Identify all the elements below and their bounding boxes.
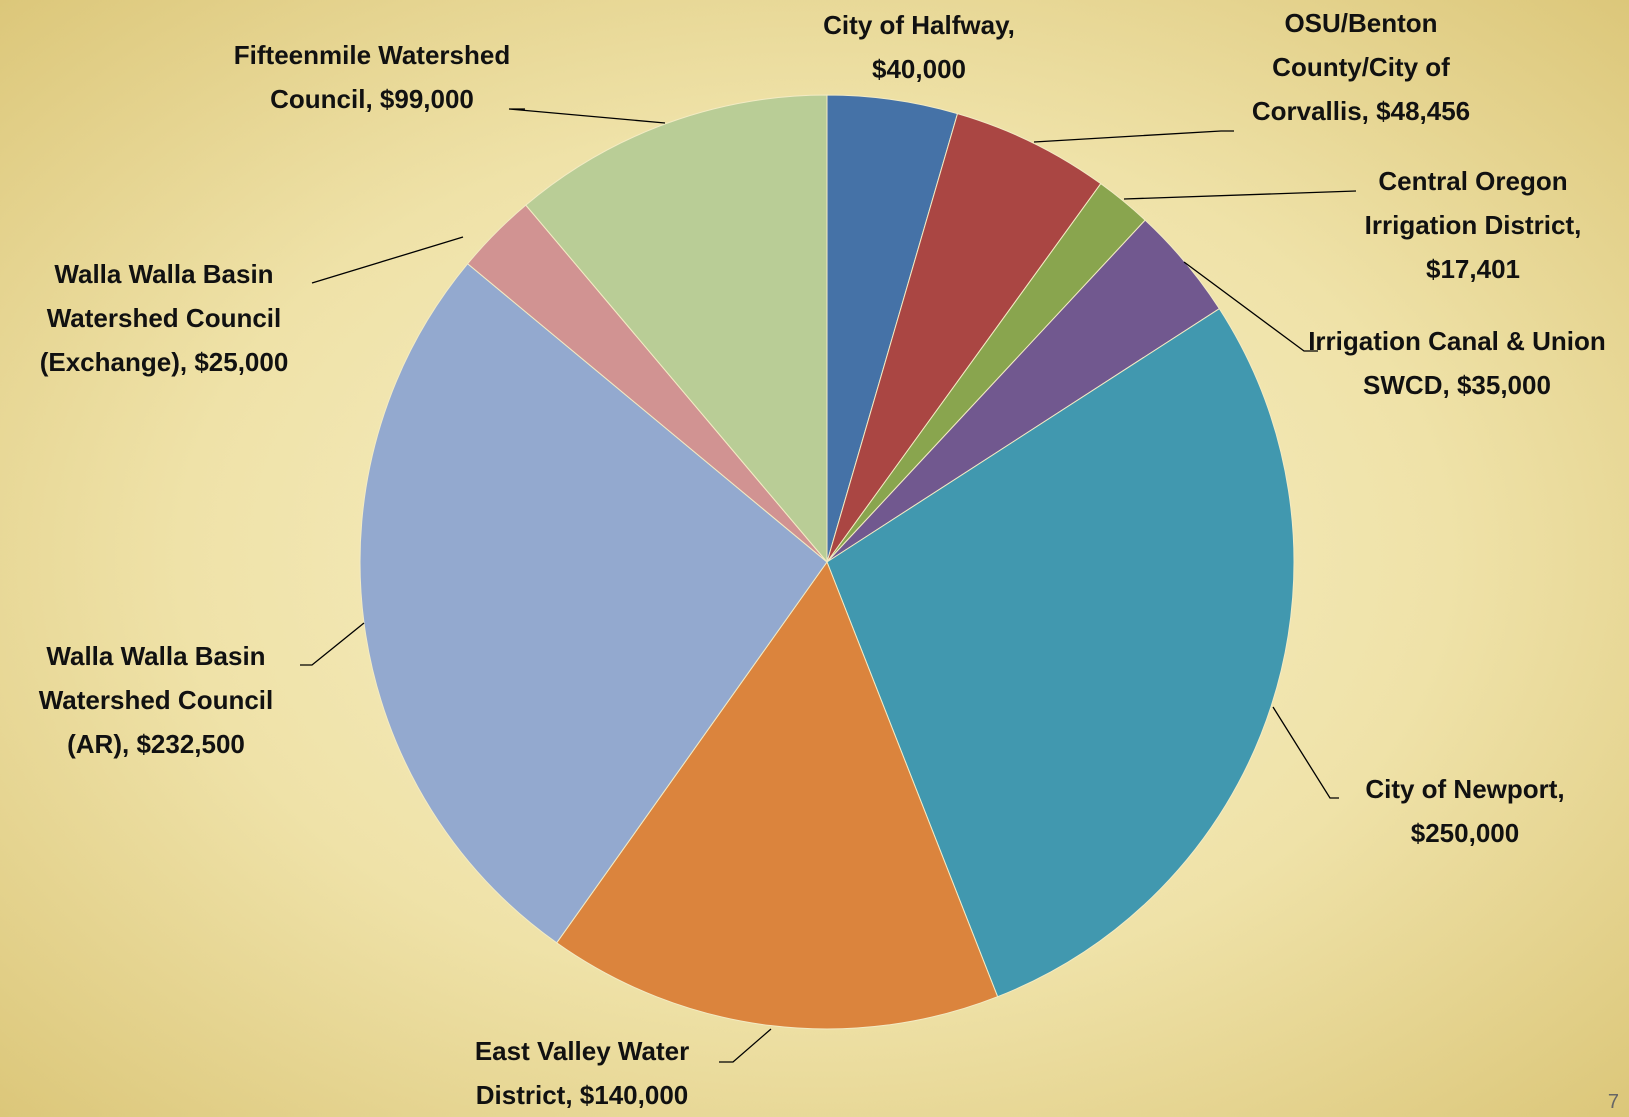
category-label: OSU/Benton County/City of Corvallis, <box>1251 8 1450 126</box>
value-label: $48,456 <box>1376 96 1471 126</box>
pie-slice <box>359 263 828 944</box>
category-label: East Valley Water District, <box>474 1036 690 1110</box>
pie-slice <box>826 112 1102 563</box>
value-label: $17,401 <box>1426 254 1520 284</box>
category-label: Irrigation Canal & Union SWCD, <box>1308 326 1606 400</box>
slice-label: Walla Walla Basin Watershed Council (AR)… <box>6 634 306 766</box>
leader-line <box>1272 706 1339 799</box>
slice-label: City of Halfway, $40,000 <box>784 3 1054 91</box>
pie-slice <box>555 560 999 1030</box>
slice-label: Fifteenmile Watershed Council, $99,000 <box>220 33 525 121</box>
slice-label: Irrigation Canal & Union SWCD, $35,000 <box>1307 319 1607 407</box>
value-label: $250,000 <box>1410 818 1520 848</box>
page-number: 7 <box>1607 1091 1619 1113</box>
value-label: $232,500 <box>136 729 245 759</box>
slice-label: Central Oregon Irrigation District, $17,… <box>1323 159 1623 291</box>
leader-line <box>1123 190 1357 200</box>
value-label: $25,000 <box>194 347 289 377</box>
leader-line <box>1183 261 1318 352</box>
category-label: Walla Walla Basin Watershed Council (AR)… <box>38 641 274 759</box>
category-label: City of Newport, <box>1365 774 1565 804</box>
pie-slice <box>525 94 828 564</box>
slice-label: City of Newport, $250,000 <box>1325 767 1605 855</box>
value-label: $40,000 <box>872 54 966 84</box>
category-label: Fifteenmile Watershed Council, <box>233 40 511 114</box>
category-label: Central Oregon Irrigation District, <box>1364 166 1582 240</box>
leader-line <box>311 236 464 284</box>
category-label: City of Halfway, <box>823 10 1015 40</box>
leader-line <box>508 108 666 124</box>
leader-line <box>719 1028 772 1063</box>
value-label: $140,000 <box>579 1080 689 1110</box>
slice-label: East Valley Water District, $140,000 <box>437 1029 727 1117</box>
value-label: $35,000 <box>1456 370 1551 400</box>
slice-label: OSU/Benton County/City of Corvallis, $48… <box>1216 1 1506 133</box>
slice-label: Walla Walla Basin Watershed Council (Exc… <box>4 252 324 384</box>
category-label: Walla Walla Basin Watershed Council (Exc… <box>39 259 282 377</box>
pie-slice <box>826 307 1295 998</box>
leader-line <box>300 622 365 666</box>
value-label: $99,000 <box>379 84 474 114</box>
leader-line <box>1033 130 1234 143</box>
